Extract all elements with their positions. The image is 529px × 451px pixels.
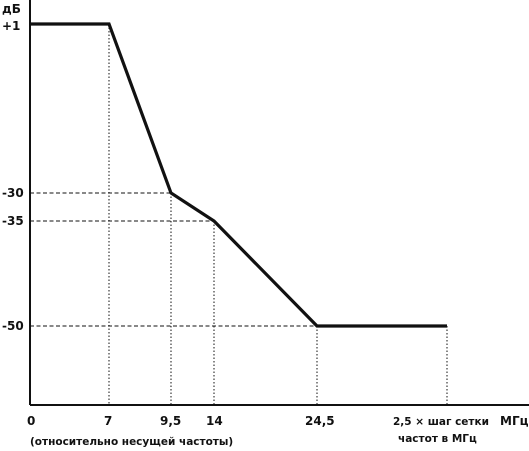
x-unit-label: МГц [500, 414, 529, 428]
reference-lines [30, 24, 448, 405]
x-tick-label-7: 7 [104, 414, 112, 428]
y-tick-label-minus50: -50 [2, 319, 24, 333]
x-note: (относительно несущей частоты) [30, 436, 233, 448]
x-tick-label-14: 14 [206, 414, 223, 428]
y-tick-label-minus35: -35 [2, 214, 24, 228]
x-tick-label-last-line1: 2,5 × шаг сетки [393, 416, 489, 428]
x-tick-label-9-5: 9,5 [160, 414, 181, 428]
y-tick-label-minus30: -30 [2, 186, 24, 200]
x-tick-label-24-5: 24,5 [305, 414, 335, 428]
x-tick-label-last-line2: частот в МГц [398, 433, 477, 445]
x-tick-label-0: 0 [27, 414, 35, 428]
y-tick-label-plus1: +1 [2, 19, 20, 33]
series-points [30, 24, 447, 326]
y-unit-label: дБ [2, 2, 21, 16]
series-line [30, 22, 447, 328]
